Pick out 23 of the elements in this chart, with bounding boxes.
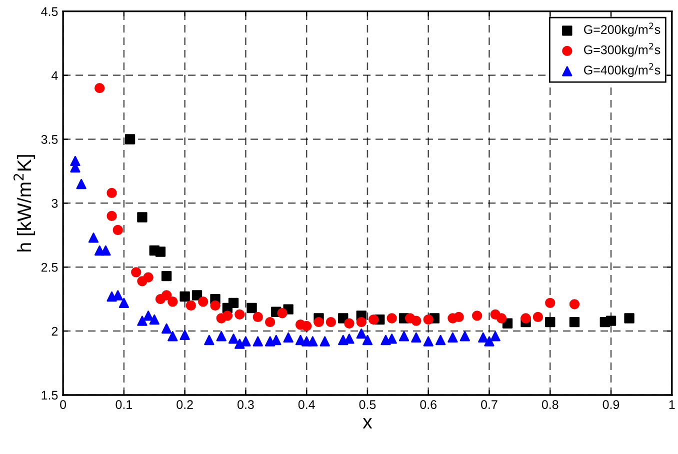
x-tick-label: 0.7 [481, 400, 498, 410]
y-axis-title: h [kW/m$^{2}$K] [13, 155, 36, 252]
legend-label: G=400kg/m$^{2}$s [584, 63, 660, 77]
x-tick-label: 0.2 [176, 400, 193, 410]
x-tick-label: 0.6 [420, 400, 436, 410]
y-tick-label: 3 [52, 198, 58, 208]
x-tick-label: 0 [60, 400, 66, 410]
x-tick-label: 0.9 [602, 400, 620, 410]
y-tick-label: 3.5 [41, 135, 58, 144]
legend-label: G=300kg/m$^{2}$s [584, 42, 660, 57]
x-axis-title: x [362, 418, 372, 428]
x-tick-label: 0.1 [116, 400, 132, 410]
x-tick-label: 0.3 [238, 400, 254, 410]
y-tick-label: 4 [52, 71, 58, 80]
legend-label: G=200kg/m$^{2}$s [584, 22, 660, 36]
x-tick-label: 0.5 [359, 400, 376, 410]
y-tick-label: 2 [52, 326, 58, 336]
x-tick-label: 0.8 [542, 400, 558, 410]
y-tick-label: 4.5 [41, 7, 58, 16]
y-tick-label: 1.5 [42, 390, 58, 400]
x-tick-label: 1 [669, 400, 675, 409]
y-tick-label: 2.5 [41, 262, 58, 272]
x-tick-label: 0.4 [298, 400, 315, 410]
